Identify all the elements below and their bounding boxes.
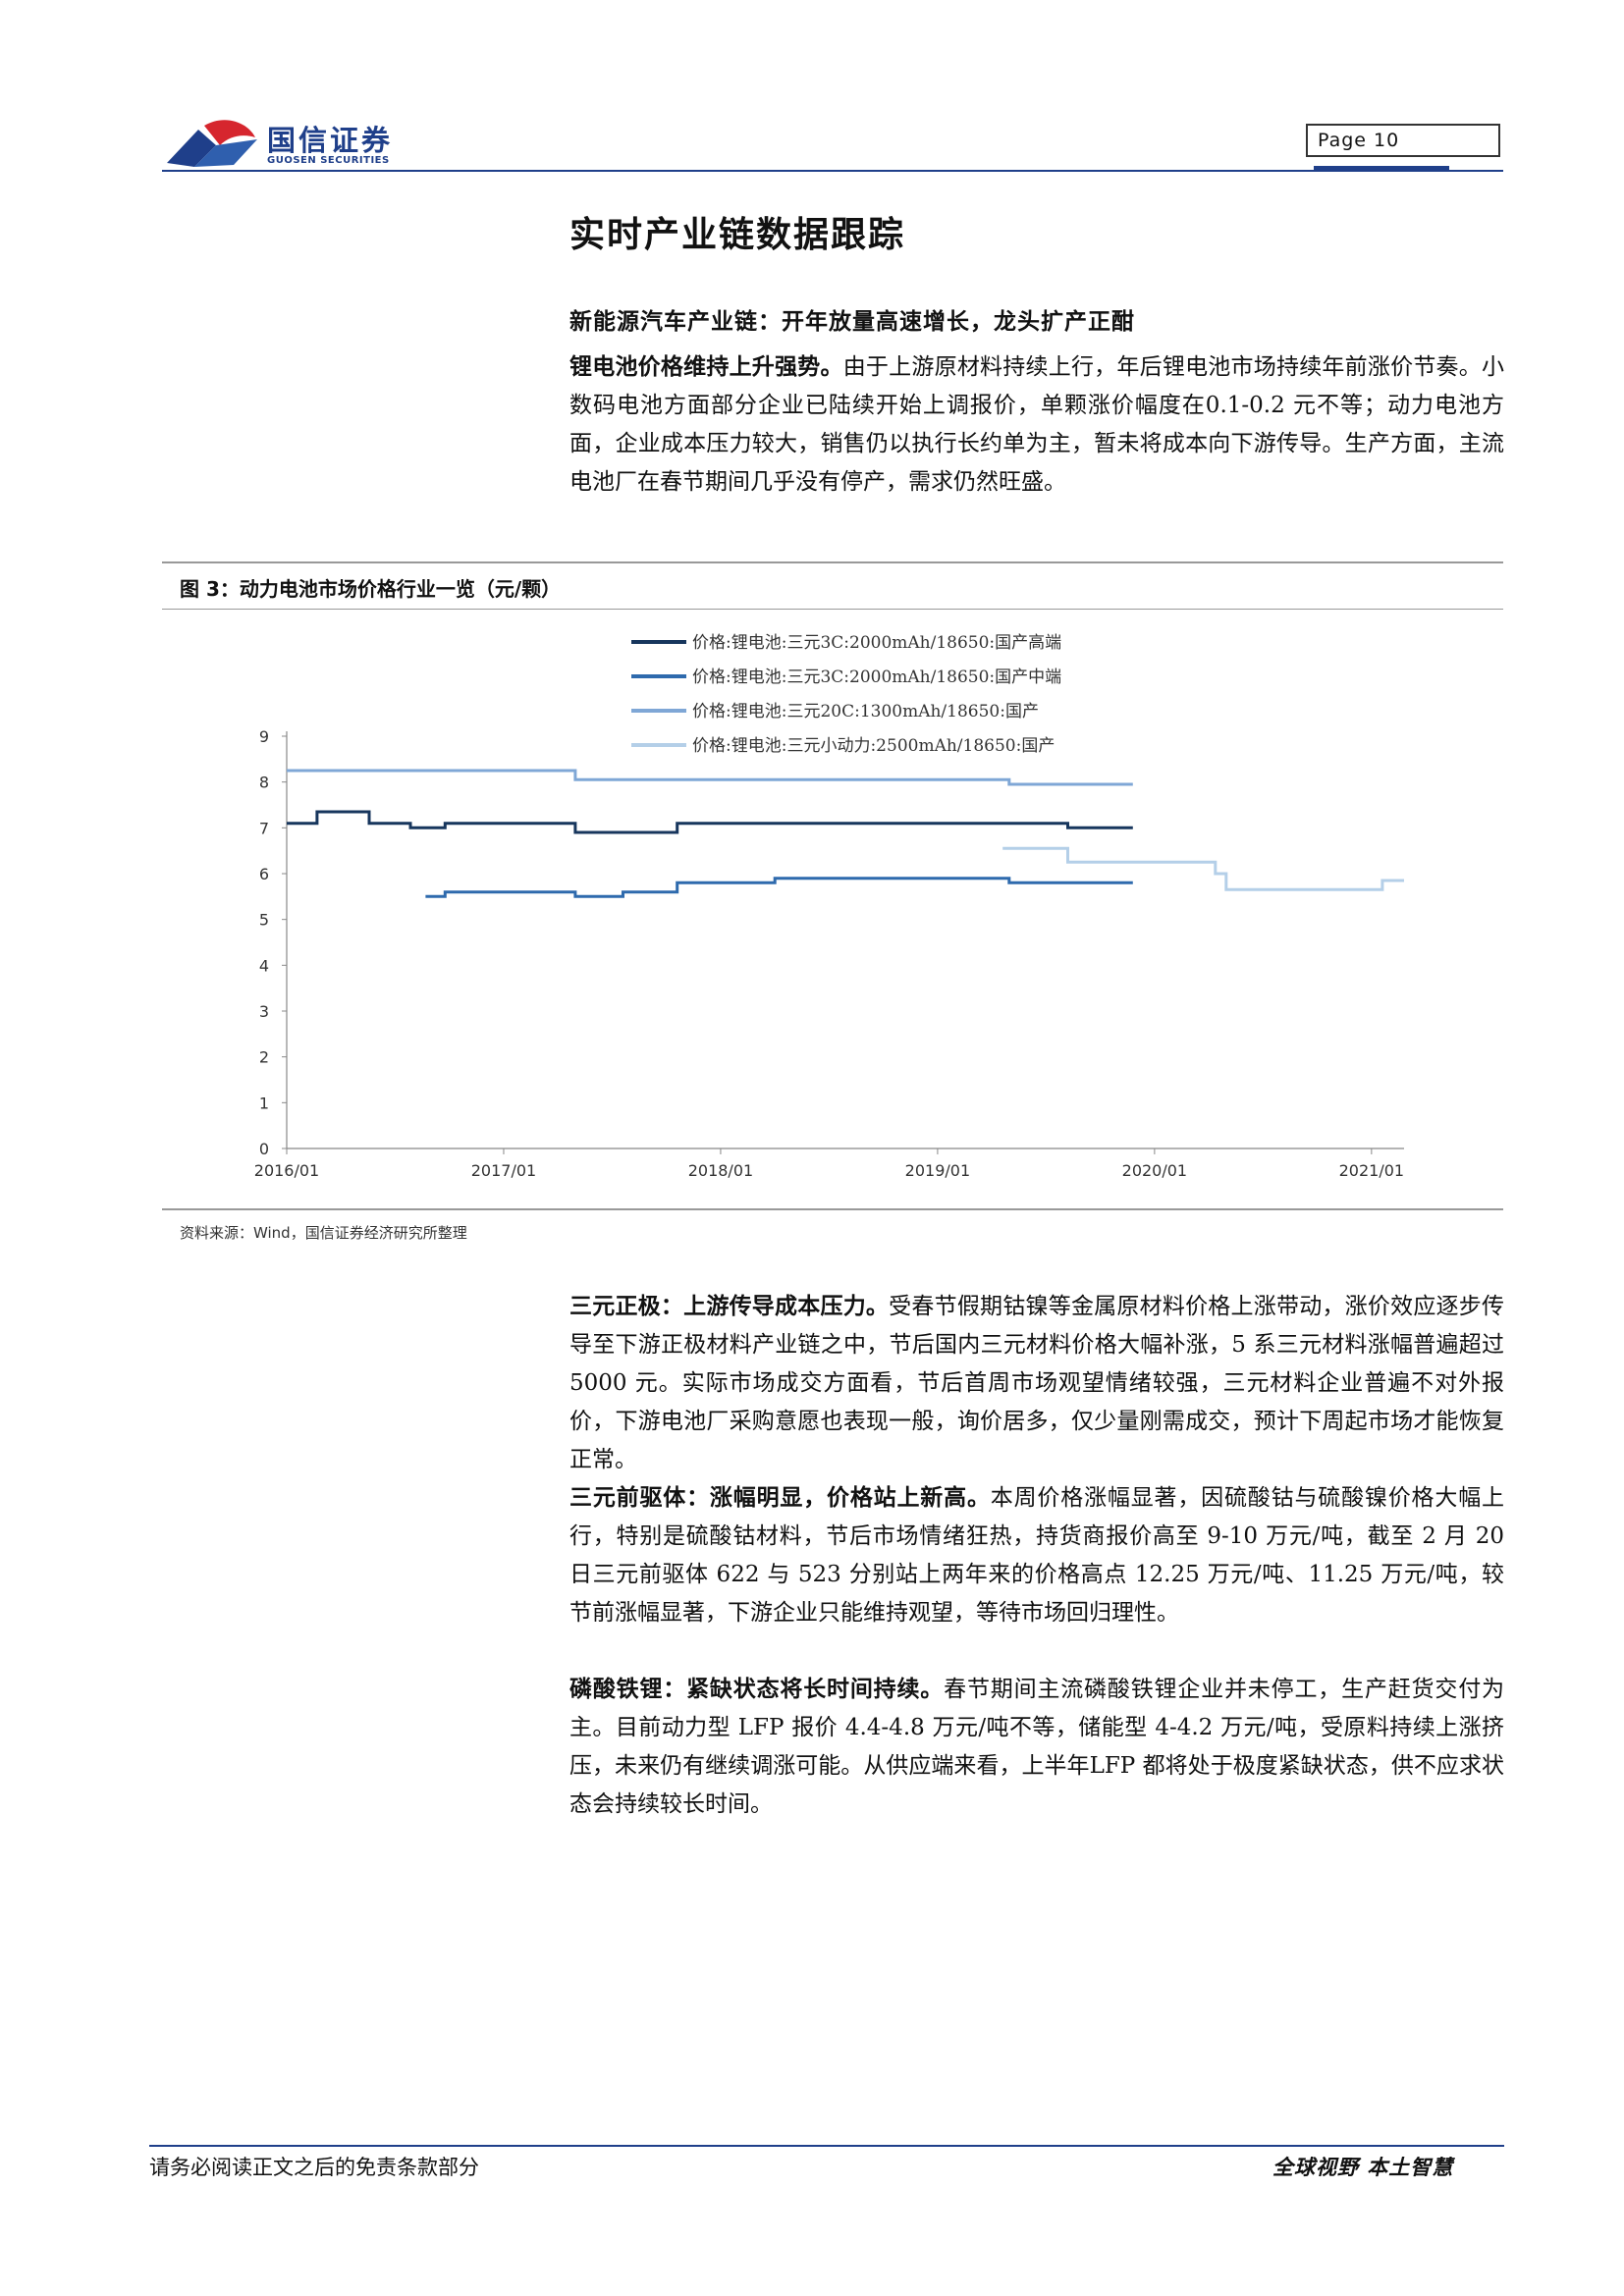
y-tick-label: 0 [259, 1140, 269, 1158]
paragraph-lead: 三元正极：上游传导成本压力。 [569, 1293, 890, 1319]
footer-disclaimer: 请务必阅读正文之后的免责条款部分 [149, 2156, 479, 2179]
legend-label-1: 价格:锂电池:三元3C:2000mAh/18650:国产高端 [692, 633, 1061, 653]
chart-legend: 价格:锂电池:三元3C:2000mAh/18650:国产高端价格:锂电池:三元3… [631, 633, 1061, 756]
y-tick-label: 1 [259, 1094, 269, 1112]
price-line-chart: 价格:锂电池:三元3C:2000mAh/18650:国产高端价格:锂电池:三元3… [254, 633, 1404, 1180]
paragraph-precursor: 三元前驱体：涨幅明显，价格站上新高。本周价格涨幅显著，因硫酸钴与硫酸镍价格大幅上… [569, 1478, 1504, 1632]
y-tick-label: 4 [259, 956, 269, 975]
paragraph-body: 春节期间主流磷酸铁锂企业并未停工，生产赶货交付为主。目前动力型 LFP 报价 4… [569, 1677, 1505, 1817]
x-tick-label: 2016/01 [254, 1161, 319, 1180]
section-title: 实时产业链数据跟踪 [569, 214, 906, 255]
figure-bottom-rule [162, 1208, 1503, 1210]
x-tick-label: 2020/01 [1122, 1161, 1187, 1180]
legend-label-3: 价格:锂电池:三元20C:1300mAh/18650:国产 [692, 702, 1039, 721]
paragraph-lithium-battery: 锂电池价格维持上升强势。由于上游原材料持续上行，年后锂电池市场持续年前涨价节奏。… [569, 347, 1504, 502]
paragraph-lead: 锂电池价格维持上升强势。 [569, 353, 843, 380]
subheading: 新能源汽车产业链：开年放量高速增长，龙头扩产正酣 [569, 308, 1135, 335]
header-divider [162, 170, 1503, 172]
y-tick-label: 2 [259, 1048, 269, 1067]
legend-label-2: 价格:锂电池:三元3C:2000mAh/18650:国产中端 [692, 667, 1061, 687]
series-line-4 [1002, 846, 1404, 891]
logo-text: 国信证券 [267, 124, 394, 157]
y-tick-label: 6 [259, 865, 269, 883]
paragraph-lead: 三元前驱体：涨幅明显，价格站上新高。 [569, 1484, 991, 1511]
logo-subtext: GUOSEN SECURITIES [267, 155, 390, 166]
paragraph-body: 受春节假期钴镍等金属原材料价格上涨带动，涨价效应逐步传导至下游正极材料产业链之中… [569, 1294, 1505, 1472]
figure-title: 图 3：动力电池市场价格行业一览（元/颗） [180, 577, 562, 601]
series-line-2 [425, 877, 1133, 898]
series-line-3 [287, 769, 1133, 786]
paragraph-cathode: 三元正极：上游传导成本压力。受春节假期钴镍等金属原材料价格上涨带动，涨价效应逐步… [569, 1287, 1504, 1479]
x-tick-label: 2017/01 [471, 1161, 536, 1180]
page-number: Page 10 [1306, 124, 1500, 157]
paragraph-body: 由于上游原材料持续上行，年后锂电池市场持续年前涨价节奏。小数码电池方面部分企业已… [569, 354, 1505, 495]
y-tick-label: 8 [259, 774, 269, 792]
figure-title-rule [162, 609, 1503, 610]
footer-slogan: 全球视野 本土智慧 [1272, 2155, 1454, 2179]
x-tick-label: 2021/01 [1339, 1161, 1404, 1180]
paragraph-lfp: 磷酸铁锂：紧缺状态将长时间持续。春节期间主流磷酸铁锂企业并未停工，生产赶货交付为… [569, 1670, 1504, 1824]
guosen-logo [167, 120, 257, 167]
x-tick-label: 2018/01 [688, 1161, 753, 1180]
figure-source: 资料来源：Wind，国信证券经济研究所整理 [180, 1224, 467, 1242]
paragraph-lead: 磷酸铁锂：紧缺状态将长时间持续。 [569, 1676, 945, 1702]
y-tick-label: 9 [259, 727, 269, 746]
figure-top-rule [162, 561, 1503, 563]
page-box-underline [1314, 166, 1449, 170]
y-tick-label: 7 [259, 819, 269, 837]
y-tick-label: 3 [259, 1002, 269, 1021]
series-line-1 [287, 810, 1133, 834]
x-tick-label: 2019/01 [905, 1161, 970, 1180]
legend-label-4: 价格:锂电池:三元小动力:2500mAh/18650:国产 [692, 736, 1055, 756]
y-tick-label: 5 [259, 911, 269, 930]
paragraph-body: 本周价格涨幅显著，因硫酸钴与硫酸镍价格大幅上行，特别是硫酸钴材料，节后市场情绪狂… [569, 1485, 1505, 1626]
chart-axes: 0 1 2 3 4 5 6 7 8 9 2016/01 2017/01 2018/01 2019/01 20… [254, 727, 1404, 1180]
chart-lines [287, 769, 1404, 898]
footer-divider [149, 2145, 1504, 2147]
